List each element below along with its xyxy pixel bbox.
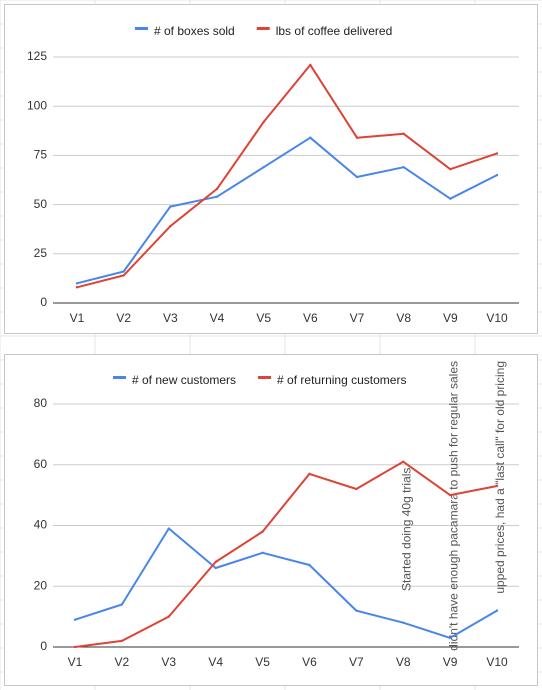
c1-x-tick-label-2: V3: [163, 311, 178, 325]
c1-x-tick-label-8: V9: [443, 311, 458, 325]
c2-series-1-point-2[interactable]: [167, 615, 170, 618]
c1-legend-swatch-1: [256, 27, 270, 30]
c2-series-0-point-6[interactable]: [355, 609, 358, 612]
c1-series-1-point-2[interactable]: [169, 225, 172, 228]
c1-series-0-point-8[interactable]: [449, 197, 452, 200]
c2-annotation-1: didn't have enough pacamara to push for …: [446, 361, 460, 651]
c2-series-1-point-9[interactable]: [495, 484, 499, 488]
c2-series-0-point-0[interactable]: [73, 618, 77, 621]
c1-series-line-0[interactable]: [76, 136, 498, 285]
c1-series-0-point-7[interactable]: [402, 166, 405, 169]
c1-x-tick-label-6: V7: [350, 311, 365, 325]
c2-annotation-0: Started doing 40g trials: [399, 468, 413, 591]
c1-y-tick-label-2: 50: [34, 197, 48, 211]
c2-series-1-point-8[interactable]: [448, 493, 452, 497]
c2-x-tick-label-8: V9: [443, 655, 458, 669]
c2-legend[interactable]: # of new customers # of returning custome…: [113, 373, 406, 387]
c2-series-0-point-1[interactable]: [120, 603, 124, 606]
c2-series-0-point-4[interactable]: [261, 551, 264, 555]
c2-series-1-point-4[interactable]: [261, 530, 264, 533]
c1-x-tick-label-5: V6: [303, 311, 318, 325]
chart-customers[interactable]: # of new customers # of returning custome…: [4, 354, 538, 686]
c2-series-0-point-2[interactable]: [167, 527, 170, 530]
c1-series-0-point-9[interactable]: [495, 173, 499, 177]
c1-series-1-point-0[interactable]: [75, 286, 79, 289]
c1-series-0-point-2[interactable]: [169, 205, 172, 208]
c2-series-1-point-3[interactable]: [214, 560, 217, 564]
c1-series-0-point-4[interactable]: [262, 166, 265, 169]
c2-series-0-point-5[interactable]: [308, 563, 311, 567]
c2-series-0-point-7[interactable]: [402, 621, 405, 624]
c2-x-tick-label-7: V8: [396, 655, 411, 669]
c2-x-tick-label-0: V1: [68, 655, 83, 669]
c2-series-line-1[interactable]: [74, 460, 498, 648]
c2-series-1-point-1[interactable]: [120, 639, 124, 643]
c1-y-tick-label-3: 75: [34, 148, 48, 162]
chart-boxes-and-coffee[interactable]: # of boxes sold lbs of coffee delivered 0 2…: [4, 4, 538, 334]
c2-y-tick-label-0: 0: [40, 639, 47, 653]
c1-y-tick-label-1: 25: [34, 246, 48, 260]
c2-y-tick-label-1: 20: [34, 578, 48, 592]
c2-x-tick-label-6: V7: [349, 655, 364, 669]
c2-y-tick-label-3: 60: [34, 457, 48, 471]
c2-legend-swatch-1: [258, 376, 272, 379]
c1-series-0-point-1[interactable]: [122, 270, 125, 273]
c2-x-tick-label-9: V10: [486, 655, 508, 669]
c2-x-tick-label-3: V4: [208, 655, 223, 669]
c1-series-0-point-5[interactable]: [309, 136, 312, 139]
c2-series-0-point-3[interactable]: [214, 566, 217, 570]
c1-series-1-point-5[interactable]: [309, 63, 312, 67]
c1-series-0-point-0[interactable]: [75, 282, 79, 285]
c1-series-0-point-6[interactable]: [355, 175, 359, 179]
c1-series-0-point-3[interactable]: [215, 195, 219, 198]
line-chart-1: # of boxes sold lbs of coffee delivered 0 2…: [27, 24, 519, 325]
line-chart-2: # of new customers # of returning custome…: [34, 361, 519, 669]
c1-series-1-point-3[interactable]: [215, 187, 219, 191]
c1-legend-swatch-0: [135, 27, 148, 30]
c1-y-tick-label-4: 100: [27, 98, 47, 112]
c2-y-tick-label-2: 40: [34, 518, 48, 532]
c1-y-tick-label-5: 125: [27, 49, 47, 63]
c2-series-line-0[interactable]: [74, 527, 498, 639]
c1-series-1-point-4[interactable]: [262, 120, 265, 124]
c1-y-tick-label-0: 0: [40, 295, 47, 309]
c2-legend-swatch-0: [113, 376, 126, 379]
c2-annotation-2: upped prices, had a "last call" for old …: [493, 361, 507, 594]
c1-series-1-point-7[interactable]: [402, 132, 405, 135]
c2-x-tick-label-2: V3: [161, 655, 176, 669]
c1-series-1-point-9[interactable]: [495, 152, 499, 155]
c1-x-tick-label-7: V8: [396, 311, 411, 325]
c1-series-1-point-6[interactable]: [355, 136, 359, 139]
c2-series-1-point-7[interactable]: [402, 460, 405, 463]
c2-y-tick-label-4: 80: [34, 396, 48, 410]
c1-x-tick-label-0: V1: [70, 311, 85, 325]
c1-series-line-1[interactable]: [76, 63, 498, 289]
c1-x-tick-label-9: V10: [486, 311, 508, 325]
c2-series-1-point-0[interactable]: [73, 645, 77, 649]
c2-series-0-point-9[interactable]: [495, 609, 499, 612]
c2-series-1-point-5[interactable]: [308, 472, 311, 476]
c1-series-1-point-8[interactable]: [449, 167, 452, 171]
c2-series-1-point-6[interactable]: [355, 487, 358, 491]
c2-legend-label-1: # of returning customers: [277, 373, 406, 387]
c1-legend[interactable]: # of boxes sold lbs of coffee delivered: [135, 24, 392, 38]
c1-series-1-point-1[interactable]: [122, 274, 125, 277]
c2-x-tick-label-1: V2: [115, 655, 130, 669]
c1-x-tick-label-1: V2: [116, 311, 131, 325]
c2-series-0-point-8[interactable]: [448, 636, 452, 640]
c1-x-tick-label-3: V4: [210, 311, 225, 325]
c2-legend-label-0: # of new customers: [132, 373, 236, 387]
c1-legend-label-0: # of boxes sold: [154, 24, 235, 38]
c1-x-tick-label-4: V5: [256, 311, 271, 325]
c2-x-tick-label-4: V5: [255, 655, 270, 669]
c2-x-tick-label-5: V6: [302, 655, 317, 669]
c1-legend-label-1: lbs of coffee delivered: [276, 24, 393, 38]
